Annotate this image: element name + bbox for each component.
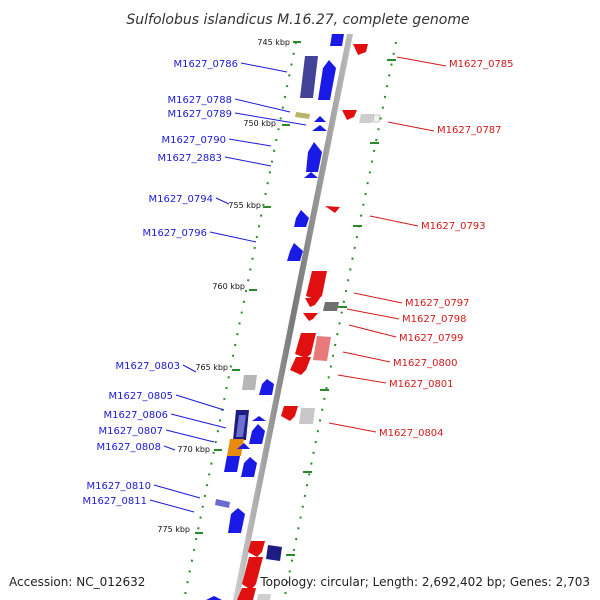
gene-arrow-blue[interactable] — [241, 457, 257, 477]
gene-label[interactable]: M1627_0810 — [86, 481, 151, 492]
gene-arrow-red[interactable] — [342, 110, 357, 120]
gene-arrow-red[interactable] — [325, 206, 340, 213]
gene-label[interactable]: M1627_0806 — [103, 410, 168, 421]
gene-arrow-blue[interactable] — [249, 424, 265, 444]
gene-arrow-red[interactable] — [353, 44, 368, 55]
gene-arrow-red[interactable] — [295, 333, 316, 358]
reverse-genes — [237, 44, 381, 600]
gene-block-white[interactable] — [372, 114, 381, 123]
gene-label[interactable]: M1627_0789 — [167, 109, 232, 120]
gene-arrow-red[interactable] — [242, 557, 263, 590]
gene-block-gray[interactable] — [323, 302, 339, 311]
gene-label[interactable]: M1627_0786 — [173, 59, 238, 70]
gene-label[interactable]: M1627_0799 — [399, 333, 464, 344]
gene-block-navy[interactable] — [300, 56, 318, 98]
right-ring-ticks — [286, 59, 396, 556]
gene-arrow-red[interactable] — [305, 298, 320, 307]
gene-label[interactable]: M1627_0807 — [98, 426, 163, 437]
left-leader-lines — [149, 62, 307, 513]
gene-label[interactable]: M1627_0794 — [148, 194, 213, 205]
gene-label[interactable]: M1627_0797 — [405, 298, 470, 309]
tick-ring-right — [283, 41, 397, 600]
gene-label[interactable]: M1627_0800 — [393, 358, 458, 369]
gene-arrow-blue[interactable] — [287, 243, 303, 261]
kbp-label: 765 kbp — [195, 363, 228, 372]
gene-label[interactable]: M1627_0787 — [437, 125, 502, 136]
gene-label[interactable]: M1627_0805 — [108, 391, 173, 402]
gene-arrow-blue[interactable] — [206, 596, 222, 600]
gene-block-orange[interactable] — [227, 439, 244, 456]
tick-ring-left — [183, 41, 297, 600]
gene-arrow-red[interactable] — [303, 313, 318, 321]
gene-arrow-red[interactable] — [248, 541, 265, 557]
gene-arrow-red[interactable] — [281, 406, 298, 421]
gene-block-olive[interactable] — [295, 112, 310, 119]
forward-genes — [206, 34, 344, 600]
gene-label[interactable]: M1627_0788 — [167, 95, 232, 106]
gene-arrow-red[interactable] — [306, 271, 327, 300]
gene-arrow-blue[interactable] — [259, 379, 274, 395]
gene-label[interactable]: M1627_0798 — [402, 314, 467, 325]
gene-label[interactable]: M1627_0808 — [96, 442, 161, 453]
gene-arrow-blue[interactable] — [312, 125, 327, 131]
gene-block-gray[interactable] — [242, 375, 257, 390]
gene-arrow-blue[interactable] — [237, 443, 250, 449]
gene-arrow-blue[interactable] — [318, 60, 336, 100]
gene-block-lightgray[interactable] — [257, 594, 271, 600]
gene-arrow-blue[interactable] — [314, 116, 326, 122]
gene-label[interactable]: M1627_0803 — [115, 361, 180, 372]
gene-block-lightgray[interactable] — [299, 408, 315, 424]
gene-arrow-red[interactable] — [237, 588, 256, 600]
gene-label[interactable]: M1627_2883 — [157, 153, 222, 164]
kbp-label: 745 kbp — [257, 38, 290, 47]
gene-label[interactable]: M1627_0796 — [142, 228, 207, 239]
left-gene-labels: M1627_0786 M1627_0788 M1627_0789 M1627_0… — [82, 59, 238, 507]
gene-block-pink[interactable] — [313, 336, 331, 361]
kbp-label: 775 kbp — [157, 525, 190, 534]
topology-text: Topology: circular; Length: 2,692,402 bp… — [259, 575, 590, 589]
kbp-label: 755 kbp — [228, 201, 261, 210]
right-leader-lines — [328, 56, 447, 433]
kbp-scale: 745 kbp 750 kbp 755 kbp 760 kbp 765 kbp … — [157, 38, 301, 534]
gene-arrow-blue[interactable] — [294, 210, 309, 227]
gene-label[interactable]: M1627_0785 — [449, 59, 514, 70]
gene-block-lavender[interactable] — [215, 499, 230, 508]
right-gene-labels: M1627_0785 M1627_0787 M1627_0793 M1627_0… — [379, 59, 514, 439]
gene-arrow-red[interactable] — [290, 357, 311, 375]
gene-arrow-blue[interactable] — [304, 172, 318, 178]
gene-label[interactable]: M1627_0801 — [389, 379, 454, 390]
gene-block-lightgray[interactable] — [359, 114, 374, 123]
gene-block-navy[interactable] — [266, 545, 282, 561]
gene-label[interactable]: M1627_0804 — [379, 428, 444, 439]
kbp-label: 760 kbp — [212, 282, 245, 291]
genome-backbone — [233, 34, 353, 600]
gene-arrow-blue[interactable] — [306, 142, 322, 172]
gene-arrow-blue[interactable] — [228, 508, 245, 533]
kbp-label: 750 kbp — [243, 119, 276, 128]
gene-block-blue[interactable] — [330, 34, 344, 46]
gene-block-blue[interactable] — [224, 456, 240, 472]
map-title: Sulfolobus islandicus M.16.27, complete … — [126, 12, 469, 28]
gene-label[interactable]: M1627_0811 — [82, 496, 147, 507]
accession-text: Accession: NC_012632 — [9, 575, 145, 589]
gene-label[interactable]: M1627_0790 — [161, 135, 226, 146]
gene-arrow-blue[interactable] — [252, 416, 266, 421]
gene-block-lavender[interactable] — [236, 415, 246, 437]
kbp-label: 770 kbp — [177, 445, 210, 454]
gene-label[interactable]: M1627_0793 — [421, 221, 486, 232]
